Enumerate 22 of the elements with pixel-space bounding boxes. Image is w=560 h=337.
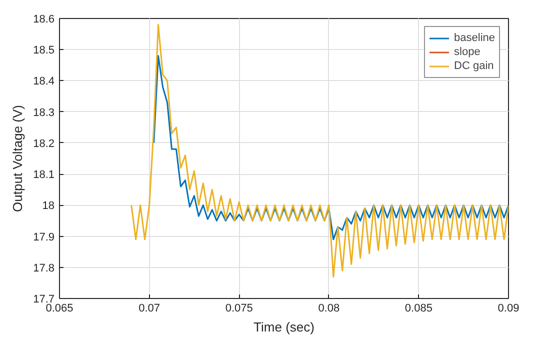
line-series <box>130 24 508 278</box>
x-tick-label: 0.07 <box>138 302 160 314</box>
x-tick-label: 0.08 <box>318 302 340 314</box>
x-tick-label: 0.065 <box>46 302 74 314</box>
y-tick-label: 17.7 <box>33 294 55 306</box>
y-tick-label: 18.4 <box>33 76 55 88</box>
legend-label: DC gain <box>454 59 494 73</box>
x-axis-title: Time (sec) <box>254 320 314 334</box>
x-tick-label: 0.085 <box>404 302 432 314</box>
y-tick-label: 18.2 <box>33 138 55 150</box>
x-tick-label: 0.09 <box>498 302 520 314</box>
y-tick-label: 18.3 <box>33 106 55 119</box>
y-tick-label: 18 <box>42 200 55 212</box>
legend-label: slope <box>454 45 480 59</box>
y-tick-label: 18.6 <box>33 14 55 26</box>
y-axis-title: Output Voltage (V) <box>10 105 26 212</box>
y-tick-label: 17.9 <box>33 231 55 244</box>
y-tick-label: 17.8 <box>33 262 55 274</box>
legend-label: baseline <box>454 31 495 45</box>
x-tick-label: 0.075 <box>225 302 253 314</box>
y-tick-label: 18.5 <box>33 44 55 57</box>
y-tick-label: 18.1 <box>33 169 55 182</box>
